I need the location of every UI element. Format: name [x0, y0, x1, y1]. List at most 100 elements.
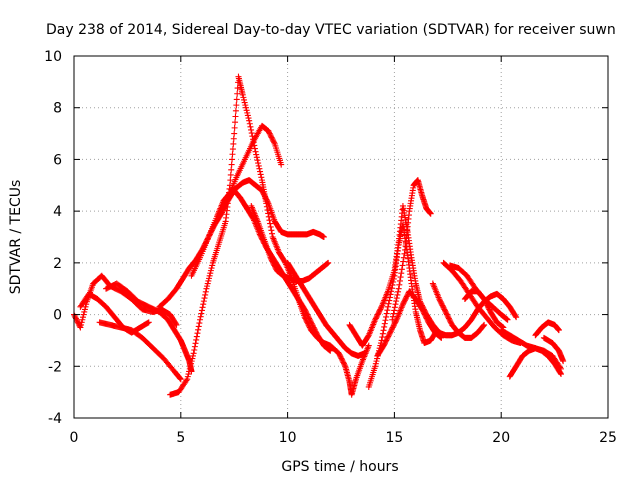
- data-point: [376, 308, 383, 315]
- data-point: [260, 190, 267, 197]
- series-arc-14: [389, 177, 434, 323]
- data-point: [244, 112, 251, 119]
- data-point: [203, 285, 210, 292]
- data-point: [390, 321, 397, 328]
- data-point: [193, 333, 200, 340]
- data-point: [386, 294, 393, 301]
- data-point: [232, 113, 239, 120]
- data-point: [446, 316, 453, 323]
- data-point: [255, 160, 262, 167]
- data-point: [395, 288, 402, 295]
- data-point: [438, 299, 445, 306]
- y-tick-label: 4: [53, 204, 62, 220]
- data-point: [444, 312, 451, 319]
- data-point: [186, 368, 193, 375]
- data-point: [313, 329, 320, 336]
- data-point: [393, 295, 400, 302]
- data-point: [184, 376, 191, 383]
- data-point: [267, 133, 274, 140]
- data-point: [205, 277, 212, 284]
- data-point: [187, 363, 194, 370]
- data-point: [441, 306, 448, 313]
- data-point: [200, 298, 207, 305]
- data-point: [208, 265, 215, 272]
- data-point: [382, 317, 389, 324]
- data-point: [246, 117, 253, 124]
- data-point: [268, 227, 275, 234]
- data-point: [447, 318, 454, 325]
- x-tick-label: 15: [385, 430, 403, 446]
- data-point: [382, 338, 389, 345]
- data-point: [389, 316, 396, 323]
- data-point: [233, 96, 240, 103]
- data-point: [386, 330, 393, 337]
- data-point: [240, 94, 247, 101]
- data-point: [398, 266, 405, 273]
- data-point: [560, 358, 567, 365]
- data-point: [185, 371, 192, 378]
- data-point: [391, 307, 398, 314]
- data-point: [74, 318, 81, 325]
- series-arc-6: [156, 187, 334, 354]
- data-point: [241, 99, 248, 106]
- x-tick-label: 5: [176, 430, 185, 446]
- data-point: [308, 319, 315, 326]
- data-point: [227, 171, 234, 178]
- series-arc-2: [77, 290, 152, 336]
- data-point: [341, 361, 348, 368]
- data-point: [253, 154, 260, 161]
- data-point: [194, 330, 201, 337]
- plot-frame: [73, 55, 609, 419]
- data-point: [380, 342, 387, 349]
- data-point: [372, 316, 379, 323]
- data-point: [398, 270, 405, 277]
- data-point: [265, 213, 272, 220]
- data-point: [227, 177, 234, 184]
- data-point: [258, 187, 265, 194]
- data-point: [209, 262, 216, 269]
- data-point: [195, 326, 202, 333]
- data-point: [388, 288, 395, 295]
- data-point: [254, 157, 261, 164]
- data-point: [228, 166, 235, 173]
- data-point: [188, 360, 195, 367]
- data-point: [400, 254, 407, 261]
- tick-marks: [73, 55, 609, 419]
- data-point: [307, 318, 314, 325]
- data-point: [257, 168, 264, 175]
- data-point: [445, 315, 452, 322]
- data-point: [252, 148, 259, 155]
- data-point: [387, 291, 394, 298]
- data-point: [386, 297, 393, 304]
- data-point: [383, 310, 390, 317]
- data-point: [438, 301, 445, 308]
- data-point: [389, 325, 396, 332]
- data-point: [270, 261, 277, 268]
- data-point: [481, 297, 488, 304]
- data-point: [483, 301, 490, 308]
- data-point: [301, 306, 308, 313]
- data-point: [381, 341, 388, 348]
- data-point: [481, 321, 488, 328]
- data-point: [82, 303, 89, 310]
- data-point: [401, 298, 408, 305]
- data-point: [264, 199, 271, 206]
- data-point: [445, 314, 452, 321]
- data-point: [376, 307, 383, 314]
- data-point: [384, 303, 391, 310]
- data-point: [266, 130, 273, 137]
- data-point: [306, 316, 313, 323]
- data-point: [267, 254, 274, 261]
- data-point: [304, 312, 311, 319]
- data-point: [230, 140, 237, 147]
- data-point: [242, 102, 249, 109]
- data-point: [361, 350, 368, 357]
- data-point: [372, 363, 379, 370]
- data-point: [198, 307, 205, 314]
- data-point: [231, 130, 238, 137]
- data-point: [263, 196, 270, 203]
- data-point: [484, 303, 491, 310]
- data-point: [381, 320, 388, 327]
- data-point: [387, 329, 394, 336]
- data-point: [335, 350, 342, 357]
